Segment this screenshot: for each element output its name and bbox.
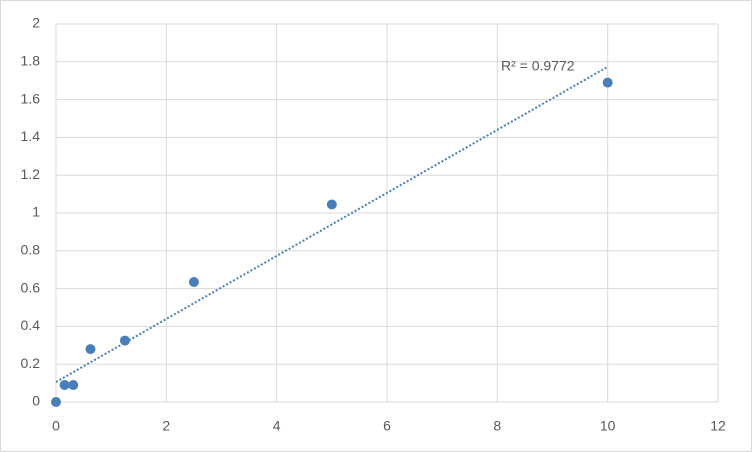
data-point: [602, 77, 613, 88]
data-point: [85, 344, 96, 355]
data-point: [119, 335, 130, 346]
trendline: [55, 65, 609, 383]
y-tick-label: 0.6: [21, 279, 41, 295]
x-tick-label: 0: [52, 418, 60, 434]
data-point: [59, 379, 70, 390]
y-tick-label: 1.4: [21, 128, 41, 144]
y-tick-label: 0: [32, 393, 40, 409]
data-point: [188, 276, 199, 287]
y-tick-label: 0.2: [21, 355, 41, 371]
y-tick-label: 0.4: [21, 317, 41, 333]
y-tick-label: 1: [32, 204, 40, 220]
x-tick-label: 4: [273, 418, 281, 434]
y-tick-label: 2: [32, 15, 40, 31]
x-tick-label: 8: [493, 418, 501, 434]
y-tick-label: 0.8: [21, 242, 41, 258]
y-tick-label: 1.6: [21, 90, 41, 106]
data-point: [326, 199, 337, 210]
data-point: [51, 397, 61, 407]
y-tick-label: 1.8: [21, 53, 41, 69]
x-tick-label: 6: [383, 418, 391, 434]
y-tick-label: 1.2: [21, 166, 41, 182]
x-tick-label: 2: [162, 418, 170, 434]
data-point: [68, 379, 79, 390]
x-tick-label: 12: [710, 418, 726, 434]
x-tick-label: 10: [600, 418, 616, 434]
trendline-label: R² = 0.9772: [501, 58, 575, 74]
